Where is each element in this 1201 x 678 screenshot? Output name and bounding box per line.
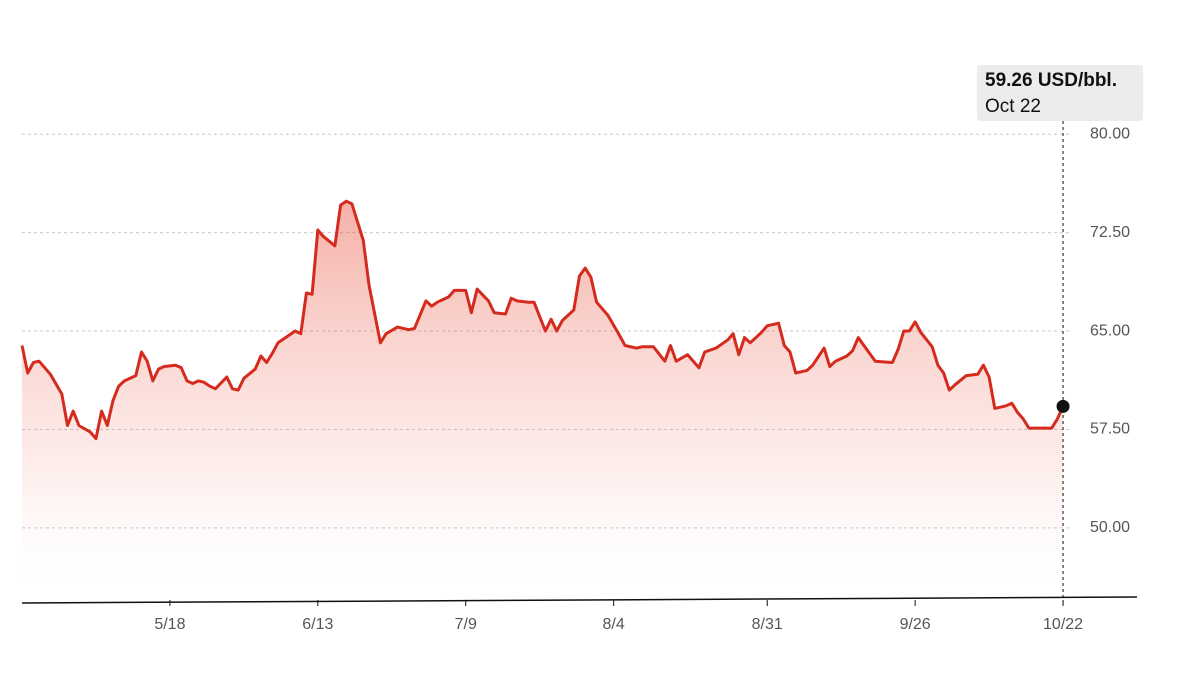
x-tick-label: 5/18: [154, 616, 185, 633]
tooltip-date: Oct 22: [985, 96, 1041, 117]
area: [22, 201, 1064, 600]
tooltip-box: [977, 65, 1143, 121]
x-tick-label: 10/22: [1043, 616, 1083, 633]
x-tick-label: 7/9: [455, 616, 477, 633]
y-tick-label: 65.00: [1090, 322, 1130, 339]
x-tick-label: 8/31: [752, 616, 783, 633]
line: [20, 199, 1065, 441]
x-tick-label: 6/13: [302, 616, 333, 633]
y-tick-label: 72.50: [1090, 224, 1130, 241]
point-marker: [1056, 399, 1070, 413]
x-tick-label: 8/4: [603, 616, 625, 633]
plot: 50.00 57.50 65.00 72.50 80.00 5/18 6/13 7/9 8/4 8…: [20, 121, 1138, 633]
y-tick-label: 57.50: [1090, 421, 1130, 438]
y-tick-label: 80.00: [1090, 125, 1130, 142]
y-tick-label: 50.00: [1090, 519, 1130, 536]
x-tick-label: 9/26: [900, 616, 931, 633]
tooltip-value: 59.26 USD/bbl.: [985, 70, 1117, 91]
